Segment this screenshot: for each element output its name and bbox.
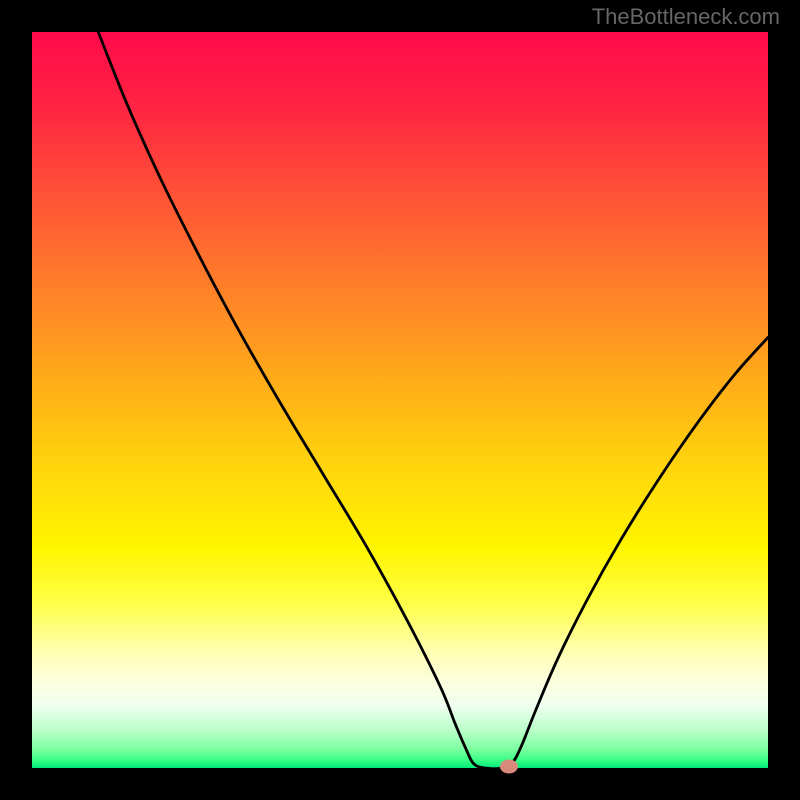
selected-point-marker bbox=[500, 760, 518, 774]
watermark-label: TheBottleneck.com bbox=[592, 4, 780, 30]
chart-frame: TheBottleneck.com bbox=[0, 0, 800, 800]
bottleneck-chart bbox=[0, 0, 800, 800]
